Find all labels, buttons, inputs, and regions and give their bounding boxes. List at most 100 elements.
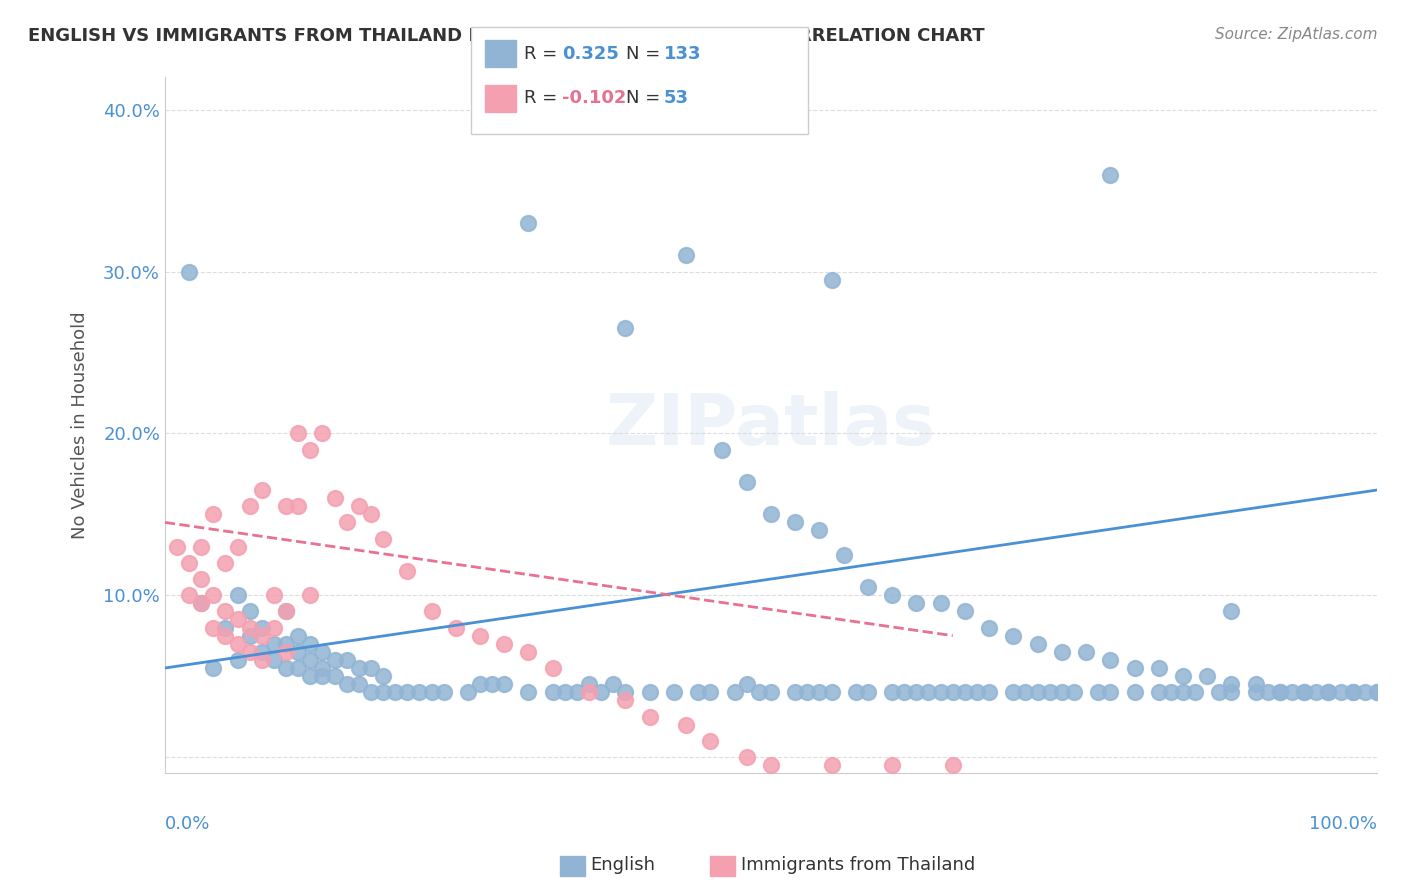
Point [311,661,333,675]
Point [177,588,200,602]
Point [1002,629,1025,643]
Point [1050,685,1073,699]
Text: 0.0%: 0.0% [165,815,211,833]
Point [1257,685,1279,699]
Point [748,685,770,699]
Point [808,685,831,699]
Point [845,685,868,699]
Point [893,685,915,699]
Point [1039,685,1062,699]
Point [226,588,249,602]
Point [299,669,322,683]
Point [1268,685,1291,699]
Point [299,653,322,667]
Point [517,216,540,230]
Point [444,621,467,635]
Point [1026,685,1049,699]
Point [966,685,988,699]
Text: 100.0%: 100.0% [1309,815,1376,833]
Point [578,685,600,699]
Point [287,500,309,514]
Point [250,621,273,635]
Point [675,717,697,731]
Point [360,661,382,675]
Point [1244,677,1267,691]
Point [408,685,430,699]
Point [177,556,200,570]
Point [1002,685,1025,699]
Point [336,653,359,667]
Point [190,540,212,554]
Point [759,685,782,699]
Point [808,524,831,538]
Point [1099,168,1122,182]
Point [274,604,297,618]
Point [239,629,262,643]
Point [494,637,516,651]
Point [699,734,721,748]
Point [1354,685,1376,699]
Point [591,685,613,699]
Point [239,621,262,635]
Point [274,637,297,651]
Point [820,273,842,287]
Point [311,645,333,659]
Point [1341,685,1364,699]
Point [759,758,782,772]
Point [1365,685,1388,699]
Point [711,442,734,457]
Point [239,645,262,659]
Point [347,661,370,675]
Point [796,685,818,699]
Point [735,475,758,489]
Text: ZIPatlas: ZIPatlas [606,391,936,459]
Point [723,685,745,699]
Point [1123,661,1146,675]
Point [638,685,661,699]
Point [785,685,807,699]
Point [1099,653,1122,667]
Point [299,588,322,602]
Point [274,661,297,675]
Point [1147,685,1170,699]
Point [1220,685,1243,699]
Point [977,685,1000,699]
Point [517,685,540,699]
Point [214,629,236,643]
Point [1099,685,1122,699]
Point [662,685,685,699]
Point [1050,645,1073,659]
Point [1123,685,1146,699]
Text: ENGLISH VS IMMIGRANTS FROM THAILAND NO VEHICLES IN HOUSEHOLD CORRELATION CHART: ENGLISH VS IMMIGRANTS FROM THAILAND NO V… [28,27,984,45]
Point [517,645,540,659]
Point [214,556,236,570]
Point [917,685,939,699]
Point [638,709,661,723]
Point [360,508,382,522]
Point [820,758,842,772]
Point [675,248,697,262]
Point [541,685,564,699]
Point [274,500,297,514]
Point [396,685,419,699]
Point [481,677,503,691]
Point [882,588,904,602]
Point [396,564,419,578]
Point [953,685,976,699]
Point [1026,637,1049,651]
Point [1305,685,1327,699]
Point [263,653,285,667]
Point [371,532,394,546]
Y-axis label: No Vehicles in Household: No Vehicles in Household [72,311,89,539]
Point [190,596,212,610]
Point [420,685,443,699]
Point [468,629,491,643]
Point [735,750,758,764]
Point [250,629,273,643]
Point [1220,604,1243,618]
Point [190,596,212,610]
Point [1220,677,1243,691]
Point [287,661,309,675]
Point [565,685,588,699]
Point [554,685,576,699]
